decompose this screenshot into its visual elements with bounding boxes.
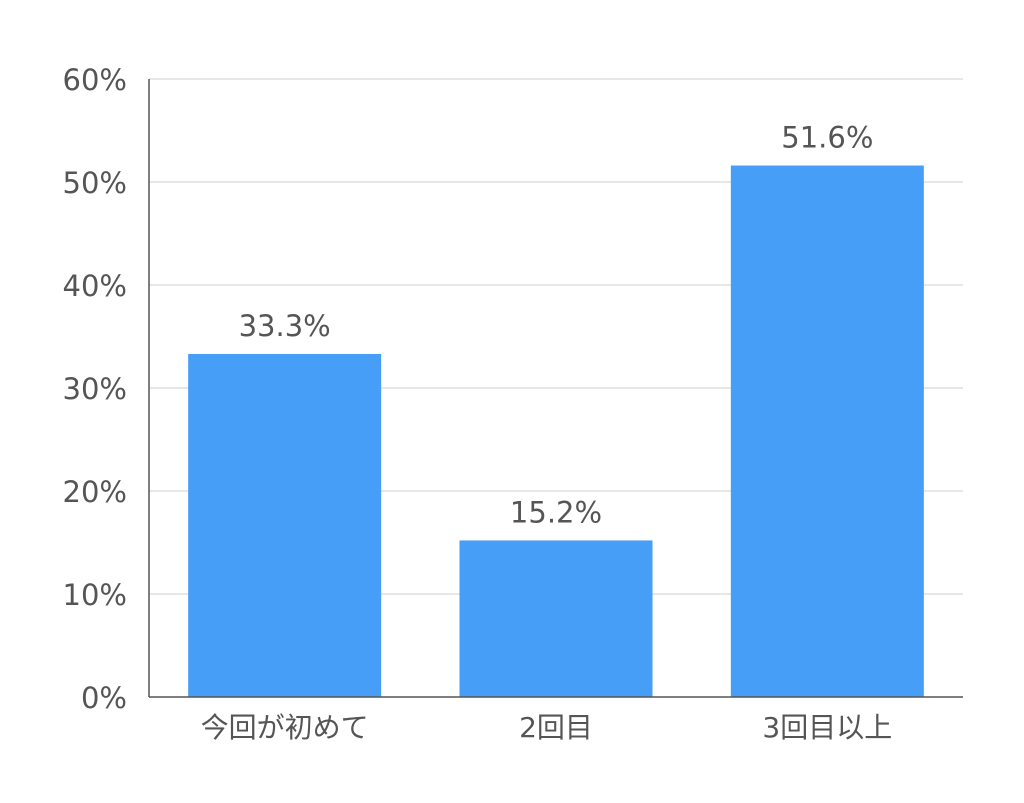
y-tick-label: 10% — [63, 578, 127, 612]
bar — [459, 540, 653, 697]
x-tick-label: 今回が初めて — [201, 711, 369, 744]
bar — [730, 165, 924, 697]
y-tick-label: 40% — [63, 269, 127, 303]
data-label: 51.6% — [781, 121, 873, 155]
x-tick-label: 2回目 — [519, 711, 593, 744]
y-tick-label: 60% — [63, 63, 127, 97]
y-tick-label: 30% — [63, 372, 127, 406]
bars — [188, 165, 924, 697]
data-label: 15.2% — [510, 495, 602, 529]
x-tick-label: 3回目以上 — [762, 711, 892, 744]
x-axis-ticks: 今回が初めて 2回目 3回目以上 — [201, 711, 893, 744]
bar — [188, 354, 382, 697]
y-tick-label: 0% — [81, 681, 127, 715]
data-label: 33.3% — [239, 309, 331, 343]
y-axis-ticks: 0% 10% 20% 30% 40% 50% 60% — [63, 63, 127, 715]
data-labels: 33.3% 15.2% 51.6% — [239, 121, 874, 530]
y-tick-label: 50% — [63, 166, 127, 200]
y-tick-label: 20% — [63, 475, 127, 509]
